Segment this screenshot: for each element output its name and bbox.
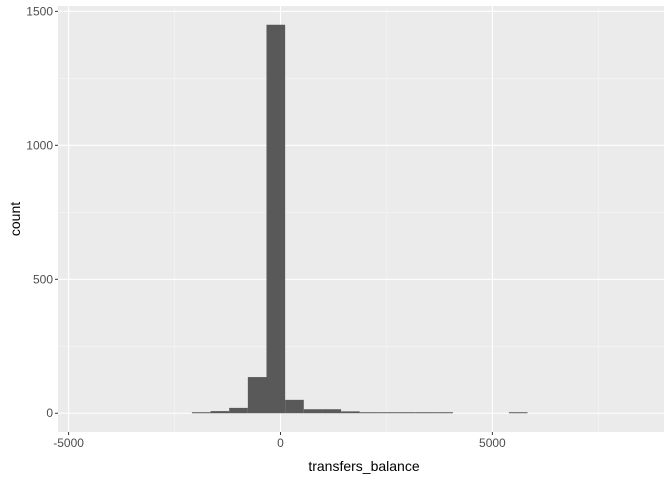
y-tick-label: 1500 <box>26 4 53 18</box>
histogram-bar <box>378 412 398 414</box>
histogram-bar <box>508 412 528 414</box>
plot-panel <box>58 6 664 432</box>
histogram-bar <box>434 412 453 414</box>
histogram-bar <box>359 412 379 414</box>
histogram-bar <box>191 412 211 414</box>
histogram-bar <box>322 409 342 414</box>
major-gridlines <box>58 6 664 432</box>
y-axis-title: count <box>7 202 23 236</box>
x-axis: -5000 0 5000 <box>53 432 506 450</box>
histogram-bar <box>266 24 286 414</box>
histogram-bar <box>229 407 248 414</box>
y-tick-label: 1000 <box>26 138 53 152</box>
y-tick-label: 0 <box>46 406 53 420</box>
minor-gridlines <box>58 6 664 432</box>
histogram-bar <box>397 412 416 414</box>
histogram-bar <box>341 411 360 414</box>
histogram-bar <box>247 377 267 414</box>
y-axis: 0 500 1000 1500 <box>26 4 58 420</box>
histogram-bar <box>210 411 230 414</box>
x-tick-label: 5000 <box>479 436 506 450</box>
y-tick-label: 500 <box>33 272 53 286</box>
histogram-bar <box>285 399 304 414</box>
x-axis-title: transfers_balance <box>308 458 420 474</box>
histogram-bar <box>415 412 435 414</box>
histogram-bar <box>303 409 323 414</box>
x-tick-label: 0 <box>277 436 284 450</box>
x-tick-label: -5000 <box>53 436 84 450</box>
histogram-bars <box>191 24 528 414</box>
